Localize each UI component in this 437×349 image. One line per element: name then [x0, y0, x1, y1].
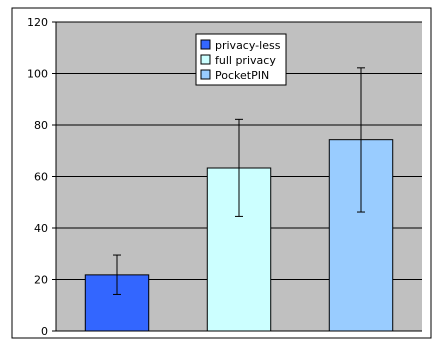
legend-label: PocketPIN — [215, 69, 269, 82]
y-tick-label: 80 — [34, 119, 48, 132]
y-tick-label: 0 — [41, 325, 48, 338]
y-tick-label: 100 — [27, 68, 48, 81]
y-tick-label: 20 — [34, 274, 48, 287]
legend-swatch — [200, 69, 211, 80]
legend-swatch — [200, 54, 211, 65]
y-tick-label: 60 — [34, 171, 48, 184]
legend-label: privacy-less — [215, 39, 281, 52]
legend-box — [195, 33, 287, 86]
y-tick-label: 40 — [34, 222, 48, 235]
legend-swatch — [200, 39, 211, 50]
error-bars — [113, 67, 365, 295]
legend: privacy-less full privacy PocketPIN — [195, 33, 287, 86]
y-tick-label: 120 — [27, 16, 48, 29]
legend-label: full privacy — [215, 54, 276, 67]
bars — [84, 139, 394, 332]
